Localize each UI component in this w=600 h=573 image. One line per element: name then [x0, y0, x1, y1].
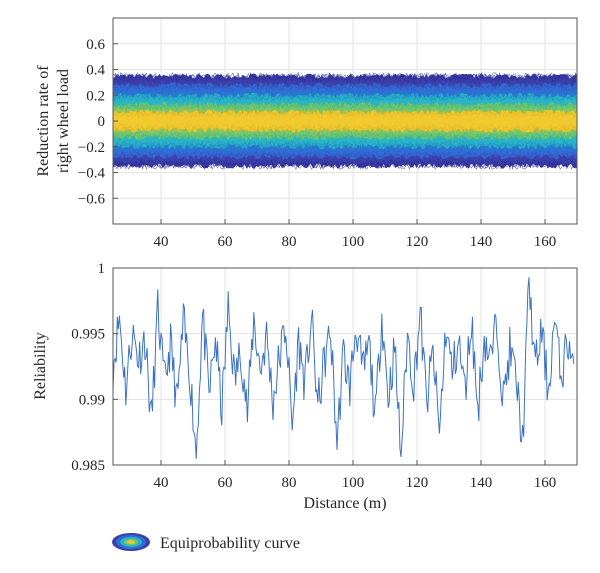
top-y-ticks: 0.6 0.4 0.2 0 −0.2 −0.4 −0.6	[78, 37, 118, 207]
noise-line	[113, 92, 577, 101]
noise-line	[113, 90, 577, 100]
noise-line	[113, 140, 577, 149]
top-x-ticks: 40 60 80 100 120 140 160	[154, 219, 557, 250]
noise-line	[113, 102, 577, 112]
noise-line	[113, 93, 577, 102]
noise-line	[113, 80, 577, 90]
noise-line	[113, 72, 577, 82]
noise-line	[113, 109, 577, 118]
noise-line	[113, 74, 577, 83]
top-noise-lines	[113, 71, 577, 171]
bottom-y-label: Reliability	[32, 332, 49, 400]
bottom-x-ticks: 40 60 80 100 120 140 160	[154, 460, 557, 491]
bottom-x-tick-label: 140	[470, 475, 493, 491]
noise-line	[113, 71, 577, 81]
top-x-tick-label: 60	[218, 234, 233, 250]
top-x-tick-label: 40	[154, 234, 169, 250]
noise-line	[113, 151, 577, 161]
noise-line	[113, 83, 577, 92]
bottom-x-tick-label: 80	[282, 475, 297, 491]
noise-line	[113, 107, 577, 117]
noise-line	[113, 123, 577, 132]
bottom-x-tick-label: 40	[154, 475, 169, 491]
top-y-tick-label: −0.6	[78, 191, 106, 207]
bottom-x-tick-label: 100	[342, 475, 365, 491]
top-x-tick-label: 120	[406, 234, 429, 250]
bottom-x-tick-label: 120	[406, 475, 429, 491]
noise-line	[113, 150, 577, 159]
noise-line	[113, 82, 577, 91]
top-x-tick-label: 80	[282, 234, 297, 250]
noise-line	[113, 152, 577, 162]
bottom-x-tick-label: 60	[218, 475, 233, 491]
noise-line	[113, 133, 577, 142]
top-y-tick-label: 0.6	[86, 37, 105, 53]
top-y-tick-label: 0	[98, 114, 106, 130]
bottom-chart: 40 60 80 100 120 140 160 1 0.995 0.99 0.985 Dista…	[32, 261, 578, 512]
legend: Equiprobability curve	[112, 533, 300, 552]
bottom-x-label: Distance (m)	[303, 495, 386, 512]
bottom-axes-frame	[112, 267, 578, 466]
bottom-y-ticks: 1 0.995 0.99 0.985	[71, 261, 118, 474]
top-x-tick-label: 160	[534, 234, 557, 250]
top-y-tick-label: −0.4	[78, 166, 106, 182]
bottom-y-tick-label: 0.995	[71, 327, 105, 343]
noise-line	[113, 130, 577, 140]
noise-line	[113, 101, 577, 110]
noise-line	[113, 110, 577, 119]
noise-line	[113, 159, 577, 168]
legend-label: Equiprobability curve	[160, 535, 300, 552]
top-y-tick-label: 0.4	[86, 63, 105, 79]
bottom-x-tick-label: 160	[534, 475, 557, 491]
top-y-tick-label: 0.2	[86, 88, 105, 104]
bottom-y-tick-label: 1	[98, 261, 106, 277]
top-chart: 40 60 80 100 120 140 160 0.6 0.4 0.2 0 −0.2 −0.4 −0.…	[35, 17, 578, 250]
bottom-y-tick-label: 0.99	[79, 392, 105, 408]
equiprobability-ellipse-icon	[112, 533, 150, 551]
top-y-label-line2: right wheel load	[55, 69, 72, 173]
top-x-tick-label: 100	[342, 234, 365, 250]
top-y-label-line1: Reduction rate of	[35, 65, 52, 177]
top-x-tick-label: 140	[470, 234, 493, 250]
bottom-y-tick-label: 0.985	[71, 458, 105, 474]
reliability-line	[113, 277, 575, 459]
top-y-tick-label: −0.2	[78, 140, 105, 156]
